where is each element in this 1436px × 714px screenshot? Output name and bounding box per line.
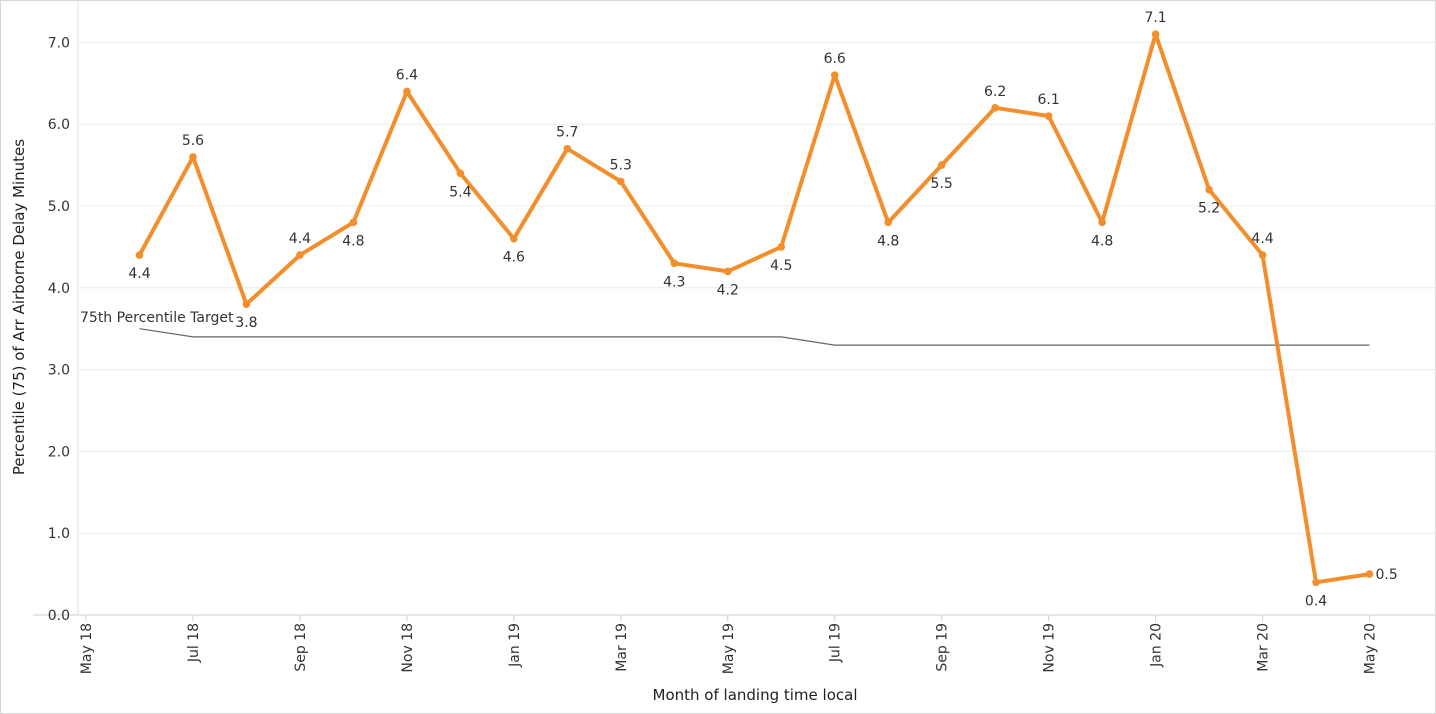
data-label: 5.5 (931, 176, 953, 192)
data-label: 5.7 (556, 125, 578, 141)
data-point (189, 153, 197, 161)
data-point (617, 177, 625, 186)
data-label: 4.5 (770, 258, 792, 274)
y-tick-label: 2.0 (48, 444, 70, 460)
data-point (830, 71, 839, 79)
x-tick-label: Jul 18 (186, 623, 202, 663)
data-label: 6.6 (824, 51, 846, 67)
target-line-group: 75th Percentile Target (80, 310, 1370, 346)
data-point (723, 267, 732, 276)
data-label: 4.3 (663, 274, 685, 290)
data-point (777, 243, 786, 251)
data-label: 5.2 (1198, 201, 1220, 217)
y-tick-label: 5.0 (48, 199, 70, 215)
data-point (456, 169, 465, 178)
data-point (1312, 578, 1320, 587)
data-label: 6.2 (984, 84, 1006, 100)
data-label: 4.6 (503, 250, 525, 266)
data-point (1044, 112, 1053, 120)
data-point (349, 218, 358, 227)
data-point (991, 104, 999, 112)
y-tick-label: 1.0 (48, 526, 70, 542)
x-tick-label: May 18 (79, 623, 95, 674)
data-point (296, 251, 304, 259)
data-label: 4.8 (877, 233, 899, 249)
x-tick-label: Mar 19 (614, 623, 630, 672)
y-tick-label: 7.0 (48, 35, 70, 51)
data-point (937, 161, 946, 169)
y-tick-label: 4.0 (48, 281, 70, 297)
x-tick-label: Nov 18 (400, 623, 416, 673)
x-axis-title: Month of landing time local (653, 686, 858, 704)
x-tick-label: Jan 19 (507, 623, 523, 668)
data-label: 6.4 (396, 67, 418, 83)
data-point (1365, 570, 1374, 578)
x-tick-label: Jan 20 (1149, 623, 1165, 668)
data-label: 4.4 (1251, 231, 1273, 247)
data-point (1151, 30, 1160, 39)
data-point (1205, 185, 1213, 194)
series-group (135, 30, 1374, 587)
data-label: 5.3 (610, 157, 632, 173)
data-point (884, 218, 892, 227)
data-label: 3.8 (235, 315, 257, 331)
data-point (1098, 218, 1106, 227)
data-label: 7.1 (1144, 10, 1166, 26)
data-point (135, 251, 144, 259)
data-label: 0.4 (1305, 593, 1327, 609)
target-line-label: 75th Percentile Target (80, 310, 234, 326)
x-tick-label: Sep 19 (935, 623, 951, 672)
x-tick-label: Sep 18 (293, 623, 309, 672)
data-labels: 4.4 5.6 3.8 4.4 4.8 6.4 5.4 4.6 5.7 5.3 4.3 4.2 4.5 6… (128, 10, 1397, 609)
data-point (563, 144, 572, 153)
data-label: 4.8 (1091, 233, 1113, 249)
x-axis-ticks: May 18 Jul 18 Sep 18 Nov 18 Jan 19 Mar 19 May … (79, 615, 1379, 674)
y-tick-label: 0.0 (48, 608, 70, 624)
x-tick-label: Mar 20 (1256, 623, 1272, 672)
y-axis-title: Percentile (75) of Arr Airborne Delay Mi… (10, 139, 28, 475)
data-point (242, 300, 251, 308)
x-tick-label: May 19 (721, 623, 737, 674)
series-line (137, 32, 1372, 585)
x-tick-label: May 20 (1363, 623, 1379, 674)
data-label: 5.4 (449, 184, 471, 200)
x-tick-label: Nov 19 (1042, 623, 1058, 673)
y-tick-label: 6.0 (48, 117, 70, 133)
data-point (1258, 251, 1267, 259)
data-label: 4.2 (717, 282, 739, 298)
data-point (510, 234, 518, 243)
y-tick-label: 3.0 (48, 363, 70, 379)
target-line (139, 328, 1370, 346)
x-tick-label: Jul 19 (828, 623, 844, 663)
data-label: 4.4 (289, 231, 311, 247)
gridlines (78, 41, 1436, 534)
data-label: 0.5 (1376, 567, 1398, 583)
data-point (403, 87, 411, 96)
y-axis-ticks: 0.0 1.0 2.0 3.0 4.0 5.0 6.0 7.0 (48, 35, 70, 624)
data-label: 4.8 (342, 233, 364, 249)
data-label: 4.4 (128, 266, 150, 282)
data-label: 6.1 (1038, 92, 1060, 108)
data-point (670, 259, 679, 268)
data-label: 5.6 (182, 133, 204, 149)
